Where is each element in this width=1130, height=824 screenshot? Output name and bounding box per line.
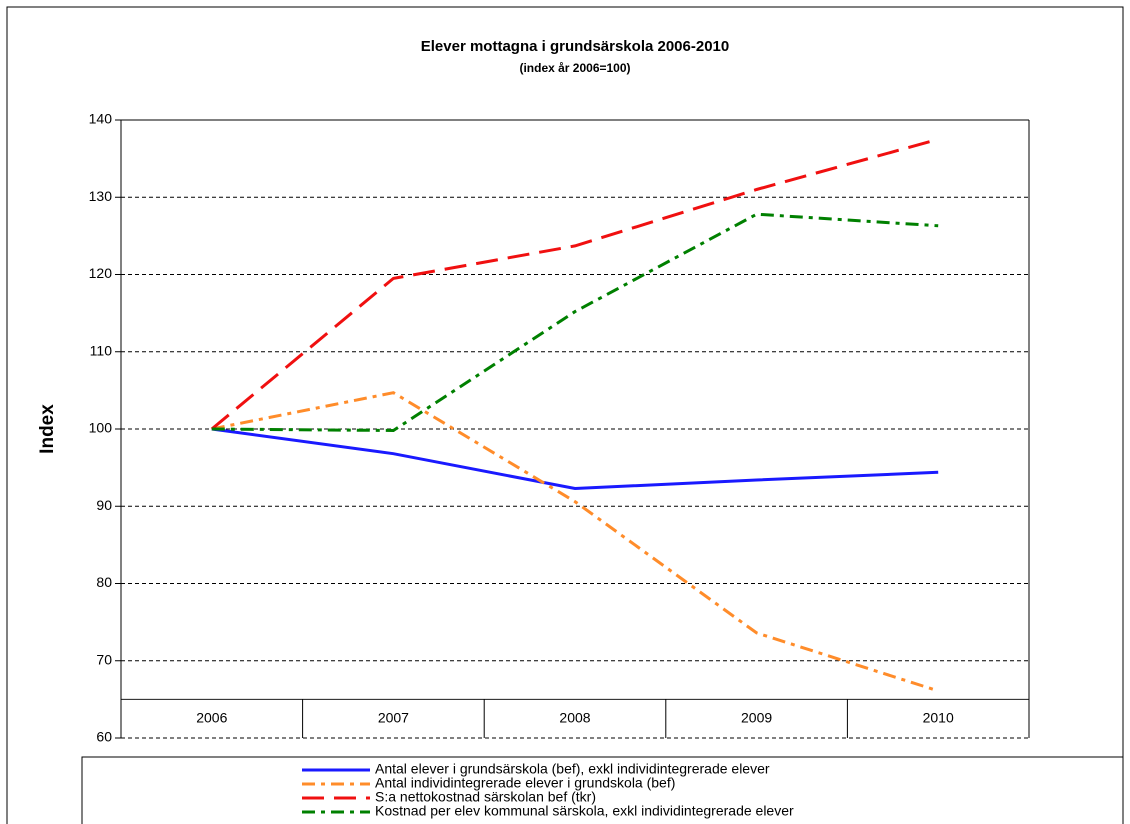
x-tick-label: 2006 xyxy=(196,709,227,725)
y-tick-label: 70 xyxy=(96,651,112,667)
y-tick-label: 140 xyxy=(89,111,113,127)
x-tick-label: 2009 xyxy=(741,709,772,725)
series-line xyxy=(211,212,939,433)
x-tick-label: 2007 xyxy=(378,709,409,725)
chart-border xyxy=(6,6,1124,824)
y-tick-label: 130 xyxy=(89,188,113,204)
legend-label: Kostnad per elev kommunal särskola, exkl… xyxy=(375,803,794,819)
legend-label: Antal elever i grundsärskola (bef), exkl… xyxy=(375,761,770,777)
series-line xyxy=(210,137,939,431)
x-axis-band xyxy=(121,699,1029,737)
y-tick-label: 120 xyxy=(89,265,113,281)
legend-label: S:a nettokostnad särskolan bef (tkr) xyxy=(375,789,596,805)
y-tick-label: 80 xyxy=(96,574,112,590)
y-tick-label: 60 xyxy=(96,729,112,745)
legend-label: Antal individintegrerade elever i grunds… xyxy=(375,775,675,791)
y-tick-label: 100 xyxy=(89,420,113,436)
x-tick-label: 2008 xyxy=(559,709,590,725)
y-tick-label: 90 xyxy=(96,497,112,513)
y-axis-label: Index xyxy=(37,404,58,454)
series-line xyxy=(211,391,939,693)
y-tick-label: 110 xyxy=(90,342,113,358)
x-tick-label: 2010 xyxy=(923,709,954,725)
legend-box xyxy=(81,756,1124,824)
chart-subtitle: (index år 2006=100) xyxy=(519,61,630,75)
chart-title: Elever mottagna i grundsärskola 2006-201… xyxy=(421,38,729,55)
series-line xyxy=(211,427,939,491)
